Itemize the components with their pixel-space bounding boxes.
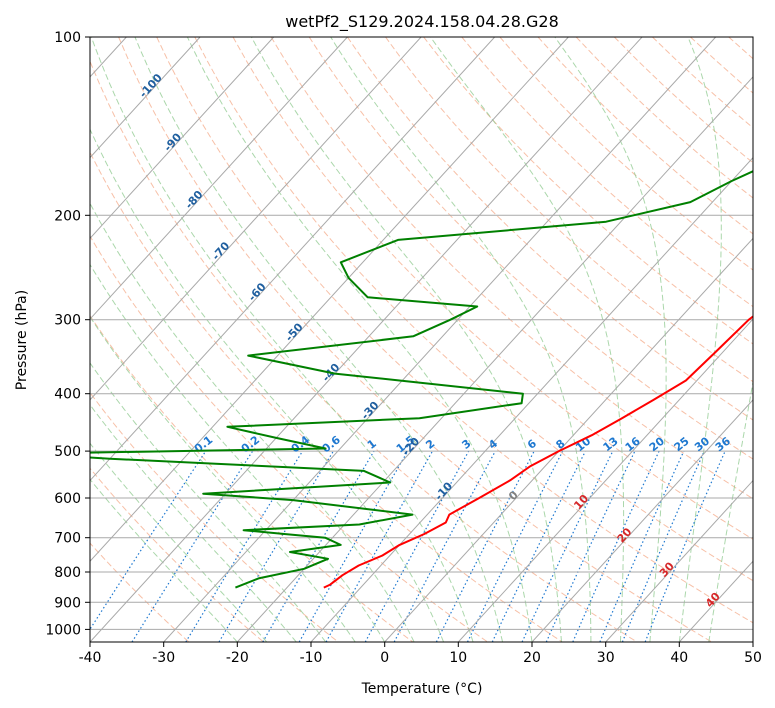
mixing-ratio-line xyxy=(90,450,207,631)
y-tick-label: 200 xyxy=(54,208,81,224)
moist-adiabats xyxy=(90,37,753,642)
x-tick-label: 40 xyxy=(670,650,688,666)
moist-adiabat-line xyxy=(250,37,562,642)
isotherm-line xyxy=(90,37,569,562)
y-tick-label: 700 xyxy=(54,531,81,547)
mixing-ratio-line xyxy=(185,450,304,642)
mixing-ratio-line xyxy=(599,450,685,642)
x-tick-label: -20 xyxy=(226,650,249,666)
y-tick-label: 800 xyxy=(54,565,81,581)
x-tick-label: 10 xyxy=(449,650,467,666)
isotherm-line xyxy=(384,237,753,642)
mixing-ratio-line xyxy=(364,450,470,642)
isotherm-line xyxy=(90,37,201,159)
mixing-ratio-line xyxy=(572,450,660,642)
dry-adiabat-line xyxy=(423,37,753,345)
isotherm-line xyxy=(531,399,753,642)
moist-adiabat-line xyxy=(134,37,503,642)
y-tick-label: 900 xyxy=(54,595,81,611)
x-tick-label: -10 xyxy=(300,650,323,666)
x-axis-ticks: -40 -30 -20 -10 0 10 20 30 40 50 xyxy=(79,642,762,666)
moist-adiabat-line xyxy=(708,379,753,642)
moist-adiabat-line xyxy=(90,403,297,642)
y-tick-label: 100 xyxy=(54,30,81,46)
isotherms xyxy=(90,37,753,642)
dry-adiabat-line xyxy=(118,37,712,642)
moist-adiabat-line xyxy=(678,37,722,642)
x-tick-label: -40 xyxy=(79,650,102,666)
dry-adiabat-line xyxy=(90,467,264,642)
dry-adiabat-line xyxy=(194,37,753,582)
plot-frame xyxy=(89,36,754,643)
temperature-line xyxy=(323,315,753,589)
isotherm-line xyxy=(90,37,643,642)
isotherm-line xyxy=(163,37,717,642)
moist-adiabat-line xyxy=(90,442,268,642)
dry-adiabat-line xyxy=(385,37,753,383)
moist-adiabat-line xyxy=(90,202,415,642)
isotherm-line xyxy=(605,479,753,642)
dry-adiabat-line xyxy=(461,37,753,308)
isotherm-line xyxy=(236,76,753,642)
y-tick-label: 300 xyxy=(54,313,81,329)
dry-adiabat-line xyxy=(90,60,638,642)
grid-lines xyxy=(90,37,753,630)
x-axis-label: Temperature (°C) xyxy=(361,681,483,697)
mixing-ratio-line xyxy=(621,450,705,642)
isotherm-line xyxy=(90,37,422,401)
chart-title: wetPf2_S129.2024.158.04.28.G28 xyxy=(285,12,559,32)
isotherm-line xyxy=(457,318,753,642)
mixing-ratio-line xyxy=(131,450,254,642)
y-axis-ticks: 100 200 300 400 500 600 700 800 900 1000 xyxy=(45,30,90,638)
x-tick-label: 20 xyxy=(523,650,541,666)
moist-adiabat-line xyxy=(430,37,625,642)
y-tick-label: 1000 xyxy=(45,622,81,638)
x-tick-label: 50 xyxy=(744,650,762,666)
moist-adiabat-line xyxy=(330,37,592,642)
mixing-ratio-line xyxy=(325,450,434,642)
mixing-ratio-line xyxy=(393,450,496,642)
dry-adiabat-line xyxy=(90,235,488,642)
moist-adiabat-line xyxy=(90,362,327,642)
isotherm-line xyxy=(90,37,275,240)
isotherm-line xyxy=(90,37,496,482)
x-tick-label: 0 xyxy=(380,650,389,666)
y-tick-label: 600 xyxy=(54,491,81,507)
isotherm-line xyxy=(90,37,348,320)
y-tick-label: 500 xyxy=(54,444,81,460)
y-tick-label: 400 xyxy=(54,387,81,403)
moist-adiabat-line xyxy=(90,263,386,642)
x-tick-label: -30 xyxy=(152,650,175,666)
series-lines xyxy=(90,170,753,589)
isotherm-line xyxy=(310,156,753,642)
dewpoint-line xyxy=(90,170,753,589)
mixing-ratio-line xyxy=(466,450,564,642)
dry-adiabat-line xyxy=(156,37,753,624)
y-axis-label: Pressure (hPa) xyxy=(14,290,30,390)
dry-adiabat-line xyxy=(90,151,563,642)
moist-adiabat-line xyxy=(90,37,474,642)
moist-adiabat-line xyxy=(90,128,445,642)
dry-adiabat-line xyxy=(232,37,753,540)
plot-area: 0.1 0.2 0.4 0.6 1 1.5 2 3 4 6 8 10 13 16 20 25 30 36-100-… xyxy=(90,37,753,642)
moist-adiabat-line xyxy=(554,37,667,642)
x-tick-label: 30 xyxy=(597,650,615,666)
